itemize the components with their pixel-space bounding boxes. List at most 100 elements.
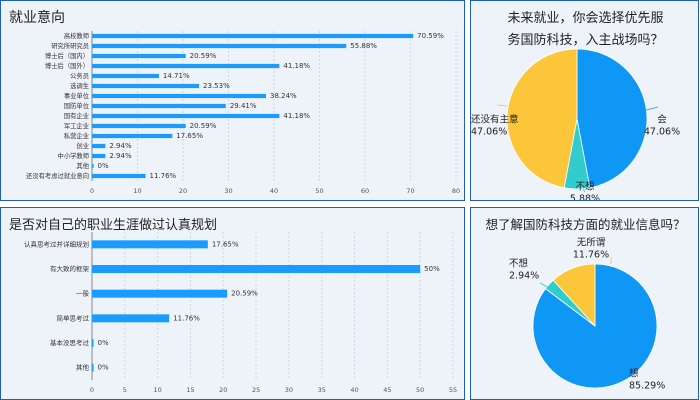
employment-category-label: 私营企业 <box>64 131 89 140</box>
career-value-label: 0% <box>98 364 109 372</box>
career-value-label: 20.59% <box>231 290 258 298</box>
info-slice-pct: 11.76% <box>573 250 609 261</box>
defense-slice-name: 会 <box>657 114 667 126</box>
employment-x-tick-label: 80 <box>452 187 460 195</box>
info-slice-pct: 85.29% <box>629 381 665 392</box>
employment-bar <box>92 73 159 79</box>
career-bar <box>92 240 208 249</box>
employment-value-label: 17.65% <box>176 132 203 140</box>
defense-slice-pct: 47.06% <box>471 127 507 138</box>
defense-slice-pct: 5.88% <box>570 194 600 202</box>
career-x-tick-label: 30 <box>285 386 293 394</box>
career-chart: 0 5 10 15 20 25 30 35 40 45 50 55 认真思考过并详细规划 17.65% 有大… <box>24 232 457 394</box>
career-x-tick-label: 45 <box>383 386 391 394</box>
employment-x-tick-label: 40 <box>270 187 278 195</box>
employment-category-label: 高校教师 <box>64 31 89 40</box>
defense-slice-name: 不想 <box>575 181 595 193</box>
employment-category-label: 研究所研究员 <box>51 41 89 50</box>
employment-bar <box>92 143 106 149</box>
employment-value-label: 14.71% <box>163 72 190 80</box>
info-pie-title: 想了解国防科技方面的就业信息吗？ <box>485 217 686 232</box>
employment-bar <box>92 133 173 139</box>
info-slice <box>552 263 596 328</box>
employment-category-label: 事业单位 <box>64 91 90 100</box>
info-slice-pct: 2.94% <box>509 271 539 282</box>
employment-panel: 就业意向 0 10 20 30 40 50 60 70 80 高校教师 70.59% 研究所研究员 55… <box>0 0 465 201</box>
career-x-tick-label: 10 <box>153 386 161 394</box>
career-x-tick-label: 20 <box>219 386 227 394</box>
employment-bar <box>92 113 280 119</box>
employment-category-label: 军工企业 <box>64 121 89 130</box>
employment-category-label: 国有企业 <box>64 111 89 120</box>
career-x-tick-label: 55 <box>449 386 457 394</box>
employment-category-label: 其他 <box>76 161 89 170</box>
defense-slice-name: 还没有主意 <box>471 114 519 126</box>
career-value-label: 50% <box>424 265 440 273</box>
info-slice-name: 想 <box>629 368 639 380</box>
career-x-tick-label: 15 <box>186 386 194 394</box>
employment-value-label: 41.18% <box>283 62 310 70</box>
career-bar <box>92 339 94 347</box>
employment-bar <box>92 163 94 169</box>
employment-category-label: 博士后（国内） <box>45 51 89 60</box>
employment-x-tick-label: 70 <box>406 187 414 195</box>
career-bar <box>92 363 94 372</box>
defense-pie-title-line-1: 未来就业，你会选择优先服 <box>507 11 664 26</box>
employment-value-label: 55.88% <box>350 42 377 50</box>
career-category-label: 一般 <box>76 289 90 298</box>
employment-value-label: 0% <box>98 162 109 170</box>
career-x-tick-label: 35 <box>318 386 326 394</box>
employment-category-label: 博士后（国外） <box>45 61 89 70</box>
info-slice-name: 不想 <box>509 258 529 270</box>
employment-category-label: 创业 <box>76 141 89 150</box>
employment-value-label: 23.53% <box>203 82 230 90</box>
employment-value-label: 29.41% <box>230 102 257 110</box>
employment-category-label: 国防单位 <box>64 101 90 110</box>
career-x-tick-label: 0 <box>90 386 94 394</box>
employment-category-label: 中小学教师 <box>58 151 89 160</box>
employment-bar <box>92 153 106 159</box>
employment-bar <box>92 123 186 129</box>
career-bar <box>92 314 170 323</box>
career-x-tick-label: 25 <box>252 386 260 394</box>
career-category-label: 其他 <box>76 363 90 372</box>
career-value-label: 0% <box>98 339 109 347</box>
career-category-label: 认真思考过并详细规划 <box>24 239 89 248</box>
employment-x-tick-label: 60 <box>361 187 369 195</box>
employment-category-label: 选调生 <box>70 81 89 90</box>
employment-category-label: 还没有考虑过就业意向 <box>26 171 89 180</box>
employment-value-label: 20.59% <box>190 122 217 130</box>
career-category-label: 简单思考过 <box>57 313 90 322</box>
defense-slice <box>506 48 578 189</box>
employment-bar <box>92 43 347 49</box>
career-x-tick-label: 50 <box>416 386 424 394</box>
employment-category-label: 公务员 <box>70 71 89 80</box>
defense-leader-line <box>496 104 508 107</box>
career-bar <box>92 265 421 273</box>
defense-pie-panel: 未来就业，你会选择优先服 务国防科技，入主战场吗？ 会 47.06% 不想 5.88%… <box>470 0 699 201</box>
info-leader-line <box>539 282 550 289</box>
info-slice-name: 无所谓 <box>577 237 606 249</box>
employment-x-tick-label: 20 <box>179 187 187 195</box>
employment-bar <box>92 103 226 109</box>
employment-bar <box>92 83 200 89</box>
employment-value-label: 20.59% <box>190 52 217 60</box>
employment-bar <box>92 93 266 99</box>
career-category-label: 基本没思考过 <box>50 338 90 347</box>
employment-bar <box>92 53 186 59</box>
defense-leader-line <box>645 106 659 111</box>
defense-slice <box>576 48 648 189</box>
career-x-tick-label: 5 <box>123 386 127 394</box>
career-value-label: 17.65% <box>212 240 239 248</box>
career-x-tick-label: 40 <box>350 386 358 394</box>
employment-value-label: 11.76% <box>150 172 177 180</box>
employment-bar <box>92 173 146 179</box>
employment-value-label: 2.94% <box>109 142 132 150</box>
career-value-label: 11.76% <box>173 314 200 322</box>
employment-title: 就业意向 <box>9 10 65 26</box>
info-pie-panel: 想了解国防科技方面的就业信息吗？ 想 85.29% 不想 2.94% 无所谓 11.76% <box>470 207 699 400</box>
employment-x-tick-label: 30 <box>224 187 232 195</box>
employment-value-label: 2.94% <box>109 152 132 160</box>
employment-value-label: 38.24% <box>270 92 297 100</box>
